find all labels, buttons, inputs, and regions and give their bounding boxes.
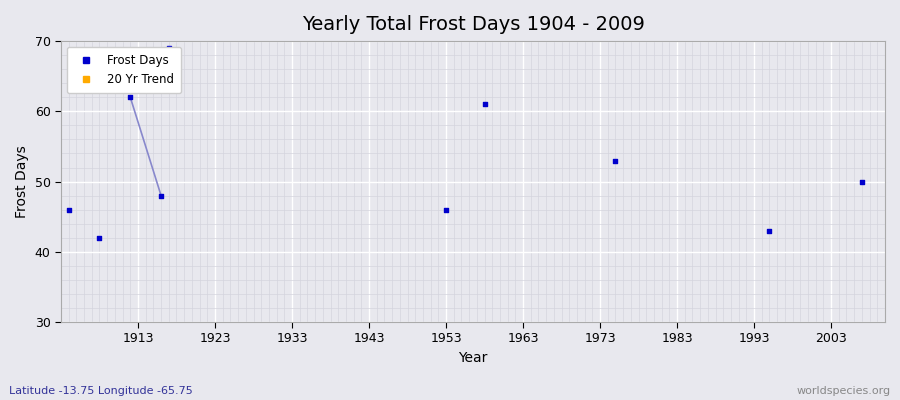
Point	[439, 206, 454, 213]
Point	[762, 228, 777, 234]
Point	[162, 45, 176, 51]
Point	[154, 192, 168, 199]
Y-axis label: Frost Days: Frost Days	[15, 145, 29, 218]
Point	[477, 101, 491, 108]
Text: Latitude -13.75 Longitude -65.75: Latitude -13.75 Longitude -65.75	[9, 386, 193, 396]
Point	[123, 94, 138, 100]
Legend: Frost Days, 20 Yr Trend: Frost Days, 20 Yr Trend	[67, 47, 181, 93]
Point	[61, 206, 76, 213]
Point	[93, 234, 107, 241]
Title: Yearly Total Frost Days 1904 - 2009: Yearly Total Frost Days 1904 - 2009	[302, 15, 644, 34]
Point	[608, 157, 623, 164]
X-axis label: Year: Year	[458, 351, 488, 365]
Point	[855, 178, 869, 185]
Text: worldspecies.org: worldspecies.org	[796, 386, 891, 396]
